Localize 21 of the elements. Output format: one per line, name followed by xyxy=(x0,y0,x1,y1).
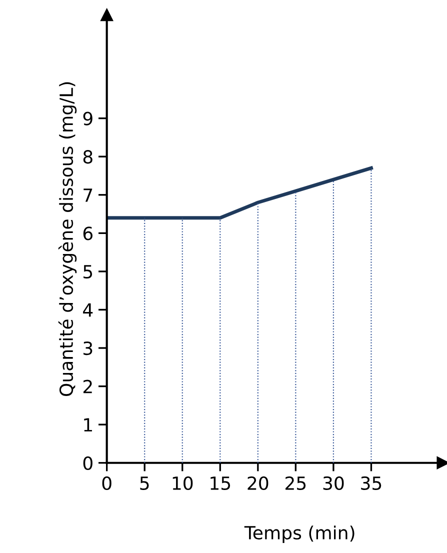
x-tick-label: 0 xyxy=(102,476,112,490)
y-tick-label: 7 xyxy=(84,188,92,202)
y-tick-label: 8 xyxy=(83,150,92,164)
y-tick-label: 4 xyxy=(83,303,93,317)
x-tick-label: 35 xyxy=(361,476,382,490)
x-tick-label: 25 xyxy=(286,476,306,490)
y-tick-label: 0 xyxy=(83,456,92,470)
y-tick-label: 3 xyxy=(84,341,92,356)
line-series xyxy=(106,166,373,220)
x-tick-label: 10 xyxy=(172,476,193,490)
x-tick-label: 15 xyxy=(210,476,230,490)
x-axis-title: Temps (min) xyxy=(244,526,354,544)
y-tick-label: 9 xyxy=(83,112,92,126)
y-axis-title: Quantité d’oxygène dissous (mg/L) xyxy=(58,82,77,396)
y-tick-label: 6 xyxy=(83,226,92,240)
x-tick-label: 30 xyxy=(323,476,344,490)
y-tick-label: 5 xyxy=(84,265,92,279)
y-tick-label: 2 xyxy=(83,380,92,394)
x-tick-label: 20 xyxy=(248,476,268,490)
y-tick-label: 1 xyxy=(84,418,92,432)
x-tick-label: 5 xyxy=(140,476,149,490)
